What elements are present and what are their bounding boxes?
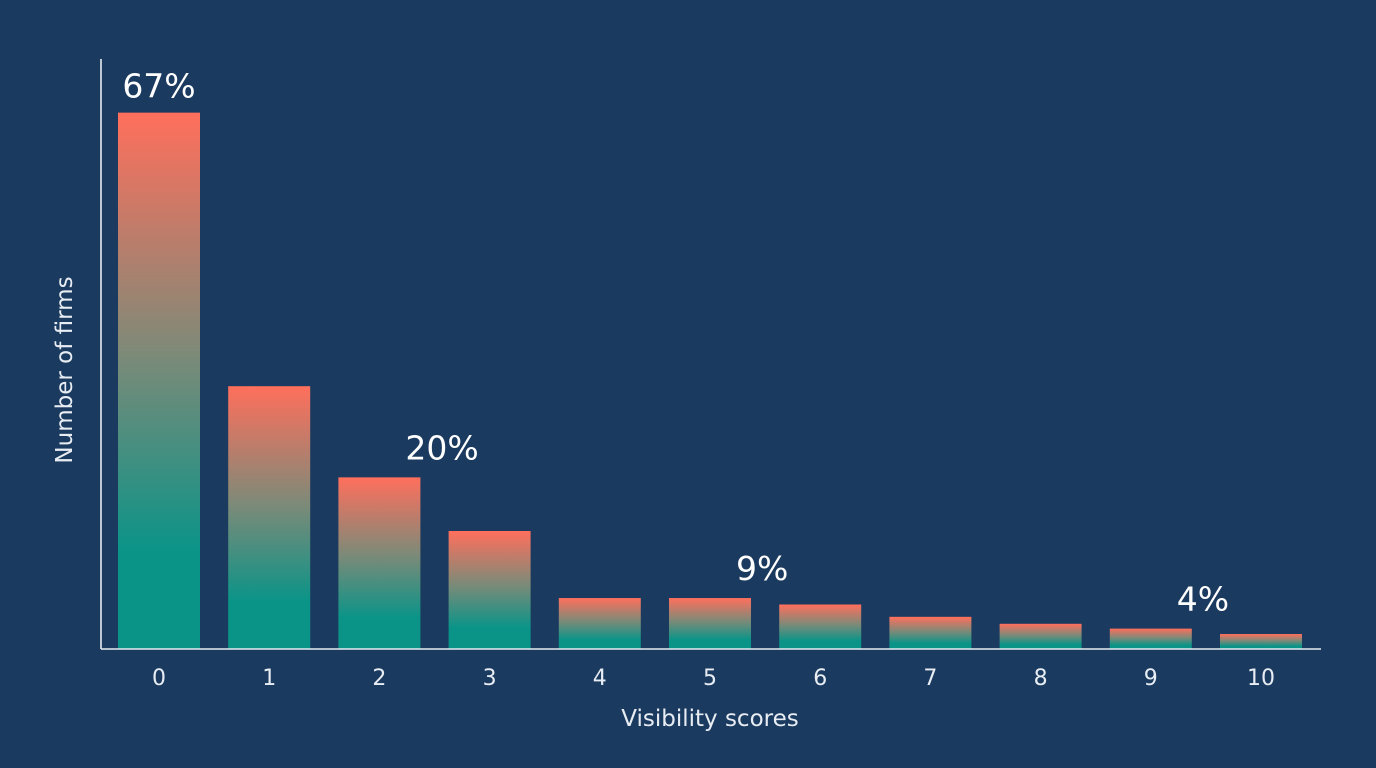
x-tick-label-0: 0 [152, 666, 166, 691]
x-tick-label-1: 1 [262, 666, 276, 691]
x-tick-label-10: 10 [1247, 666, 1275, 691]
annotation-0: 67% [122, 67, 195, 106]
y-axis-title: Number of firms [52, 276, 78, 463]
bar-4 [558, 598, 641, 649]
x-tick-label-6: 6 [813, 666, 827, 691]
bar-6 [779, 604, 862, 649]
bar-9 [1109, 628, 1192, 649]
x-tick-label-7: 7 [923, 666, 937, 691]
x-tick-label-5: 5 [703, 666, 717, 691]
bars-group [118, 112, 1302, 650]
bar-3 [448, 531, 531, 649]
bar-0 [118, 112, 200, 650]
x-tick-labels: 0 1 2 3 4 5 6 7 8 9 10 [152, 666, 1275, 691]
annotation-9: 4% [1177, 580, 1229, 619]
bar-2 [338, 477, 421, 649]
x-tick-label-2: 2 [372, 666, 386, 691]
bar-10 [1220, 633, 1302, 649]
x-tick-label-8: 8 [1034, 666, 1048, 691]
x-tick-label-4: 4 [593, 666, 607, 691]
bar-7 [889, 616, 972, 649]
x-axis-title: Visibility scores [621, 706, 799, 732]
bar-5 [669, 598, 751, 649]
annotation-5: 9% [736, 549, 788, 588]
x-tick-label-3: 3 [483, 666, 497, 691]
annotation-2: 20% [405, 428, 478, 467]
bar-1 [228, 386, 311, 649]
x-tick-label-9: 9 [1144, 666, 1158, 691]
annotations-group: 67% 20% 9% 4% [122, 67, 1229, 619]
bar-8 [999, 623, 1082, 649]
